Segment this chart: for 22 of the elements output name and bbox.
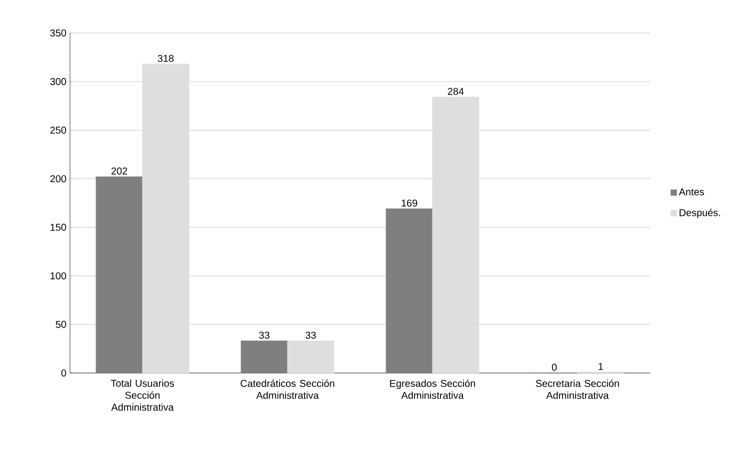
data-label: 169 bbox=[402, 200, 418, 207]
y-tick-label: 0 bbox=[61, 369, 66, 377]
x-tick-label: Secretaria Sección Administrativa bbox=[536, 380, 619, 399]
x-tick-label: Egresados Sección Administrativa bbox=[390, 380, 476, 399]
data-label: 284 bbox=[448, 88, 464, 95]
data-label: 33 bbox=[306, 332, 316, 339]
legend-label: Antes bbox=[678, 188, 704, 196]
data-label: 318 bbox=[158, 54, 174, 62]
y-tick-label: 150 bbox=[50, 224, 66, 231]
data-label: 202 bbox=[111, 168, 128, 175]
x-tick-label: Total Usuarios Sección Administrativa bbox=[110, 380, 174, 411]
y-tick-label: 200 bbox=[50, 175, 66, 182]
data-label: 0 bbox=[552, 364, 557, 371]
y-tick-label: 50 bbox=[56, 320, 66, 328]
y-tick-label: 350 bbox=[50, 29, 66, 37]
y-tick-label: 100 bbox=[50, 272, 66, 280]
data-label: 33 bbox=[259, 332, 270, 339]
x-tick-label: Catedráticos Sección Administrativa bbox=[240, 380, 334, 399]
y-tick-label: 250 bbox=[50, 126, 66, 134]
legend-label: Después. bbox=[680, 208, 720, 218]
y-tick-label: 300 bbox=[50, 78, 66, 86]
data-label: 1 bbox=[598, 362, 603, 370]
